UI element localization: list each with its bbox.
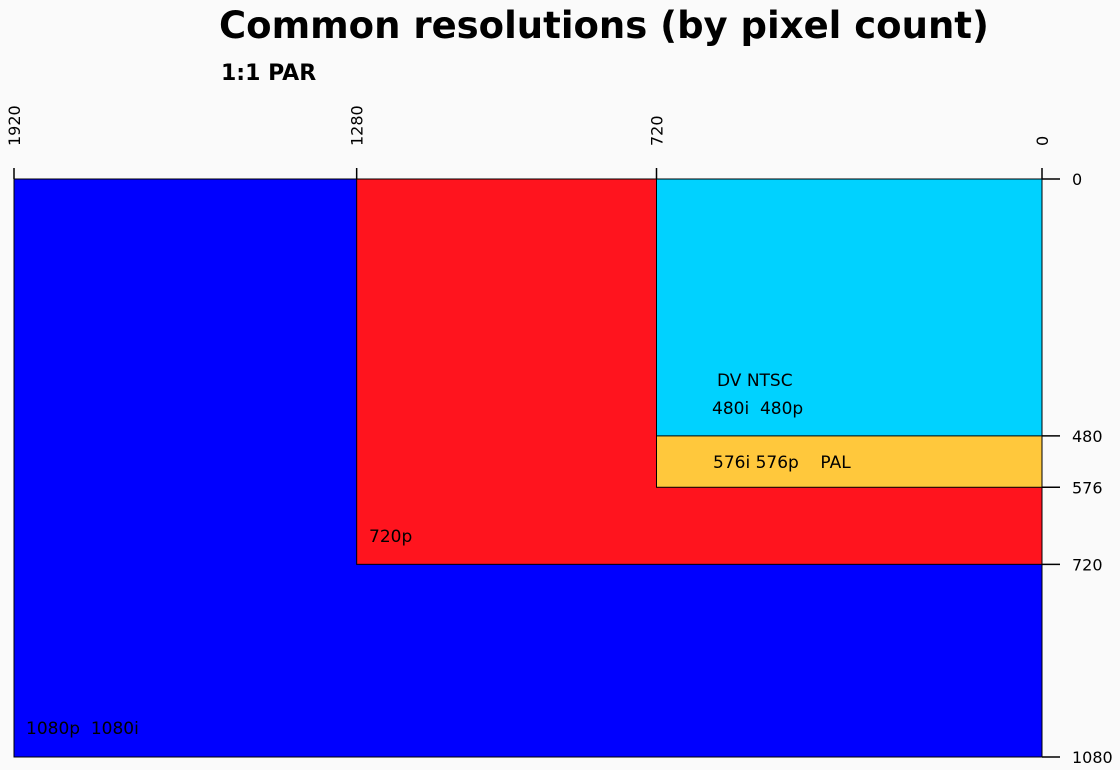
x-tick-label-720: 720 [648, 115, 667, 146]
y-tick-label-576: 576 [1072, 478, 1103, 497]
y-axis: 0 480 576 720 1080 [1042, 170, 1113, 767]
regions-group [13, 178, 1043, 758]
x-tick-label-0: 0 [1033, 136, 1052, 146]
x-tick-label-1280: 1280 [348, 105, 367, 146]
region-label-480-1: DV NTSC [717, 371, 793, 391]
diagram-title: Common resolutions (by pixel count) [219, 4, 989, 47]
region-label-1080: 1080p 1080i [26, 719, 139, 739]
y-tick-label-1080: 1080 [1072, 748, 1113, 767]
region-label-480-2: 480i 480p [712, 399, 803, 419]
region-label-576: 576i 576p PAL [713, 453, 851, 473]
x-tick-label-1920: 1920 [5, 105, 24, 146]
region-labels-group: 1080p 1080i 720p 576i 576p PAL DV NTSC 480i … [26, 371, 851, 739]
y-tick-label-0: 0 [1072, 170, 1082, 189]
region-label-720: 720p [369, 527, 412, 547]
diagram-subtitle: 1:1 PAR [221, 61, 316, 86]
y-tick-label-720: 720 [1072, 555, 1103, 574]
region-480 [656, 178, 1043, 437]
x-axis: 1920 1280 720 0 [5, 105, 1052, 179]
y-tick-label-480: 480 [1072, 427, 1103, 446]
